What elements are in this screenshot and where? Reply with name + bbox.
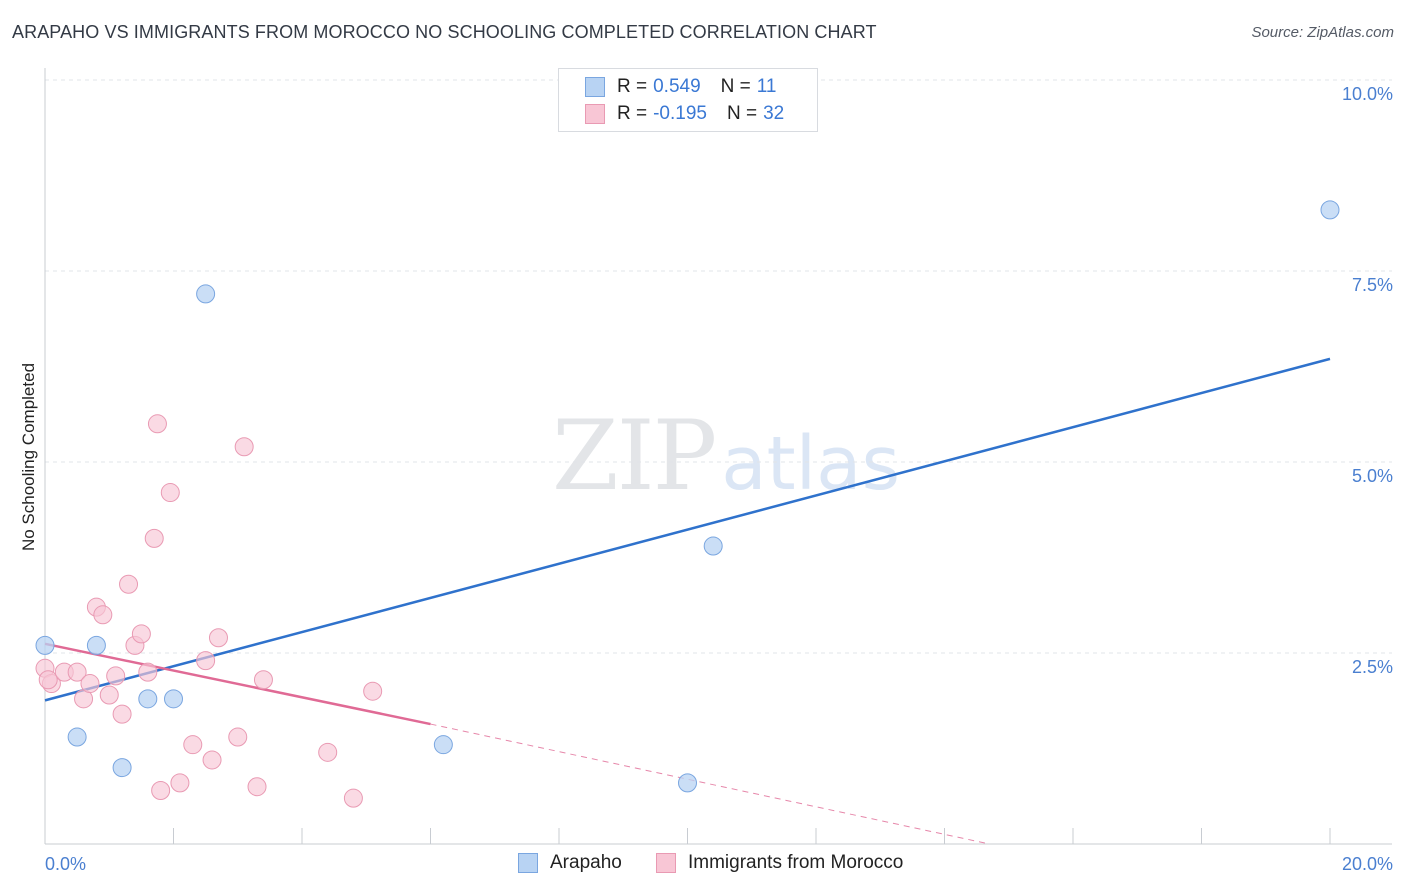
n-value: 32: [763, 103, 785, 124]
morocco-point: [202, 750, 222, 770]
morocco-point: [196, 651, 216, 671]
morocco-point: [112, 704, 132, 724]
morocco-point: [67, 662, 87, 682]
n-label: N =: [726, 103, 758, 124]
morocco-point: [147, 414, 167, 434]
morocco-point: [183, 735, 203, 755]
morocco-point: [170, 773, 190, 793]
morocco-swatch: [585, 104, 605, 124]
y-tick-label: 7.5%: [1352, 275, 1393, 295]
r-label: R =: [617, 103, 648, 124]
legend-row-morocco: R = -0.195 N = 32: [585, 102, 784, 126]
n-label: N =: [720, 76, 751, 97]
morocco-point: [318, 742, 338, 762]
legend-label-morocco: Immigrants from Morocco: [688, 852, 904, 873]
arapaho-point: [1320, 200, 1340, 220]
morocco-point: [131, 624, 151, 644]
x-tick-label: 0.0%: [45, 854, 86, 874]
series-legend: Arapaho Immigrants from Morocco: [0, 852, 1406, 878]
correlation-legend: R = 0.549 N = 11 R = -0.195 N = 32: [558, 68, 818, 132]
arapaho-point: [433, 735, 453, 755]
axis-labels: 2.5% 5.0% 7.5% 10.0% 0.0% 20.0% No Schooling C…: [19, 84, 1393, 874]
chart-title: ARAPAHO VS IMMIGRANTS FROM MOROCCO NO SC…: [12, 22, 877, 42]
watermark-atlas: atlas: [721, 421, 901, 507]
y-tick-label: 10.0%: [1342, 84, 1393, 104]
r-value: 0.549: [653, 76, 701, 97]
source-label: Source: ZipAtlas.com: [1251, 24, 1394, 41]
morocco-point: [343, 788, 363, 808]
morocco-swatch: [656, 853, 676, 873]
arapaho-point: [112, 758, 132, 778]
morocco-point: [228, 727, 248, 747]
data-points: [35, 200, 1340, 808]
grid-lines: [45, 79, 1392, 654]
legend-item-arapaho[interactable]: Arapaho: [518, 852, 622, 874]
arapaho-point: [138, 689, 158, 709]
arapaho-swatch: [518, 853, 538, 873]
morocco-trend-line: [44, 642, 431, 726]
morocco-point: [234, 437, 254, 457]
morocco-point: [80, 674, 100, 694]
arapaho-point: [703, 536, 723, 556]
y-axis-label: No Schooling Completed: [19, 363, 38, 551]
morocco-point: [144, 528, 164, 548]
morocco-point: [160, 483, 180, 503]
morocco-point: [253, 670, 273, 690]
morocco-point: [93, 605, 113, 625]
legend-item-morocco[interactable]: Immigrants from Morocco: [656, 852, 903, 874]
y-tick-label: 2.5%: [1352, 657, 1393, 677]
watermark-zip: ZIP: [552, 400, 717, 512]
morocco-trend-extension: [430, 723, 990, 845]
morocco-point: [106, 666, 126, 686]
morocco-point: [208, 628, 228, 648]
r-label: R =: [617, 76, 648, 97]
arapaho-point: [67, 727, 87, 747]
morocco-point: [151, 781, 171, 801]
legend-row-arapaho: R = 0.549 N = 11: [585, 75, 777, 99]
arapaho-trend-line: [44, 357, 1331, 702]
morocco-point: [99, 685, 119, 705]
morocco-point: [363, 681, 383, 701]
morocco-point: [38, 670, 58, 690]
arapaho-point: [164, 689, 183, 709]
arapaho-point: [678, 773, 697, 793]
morocco-point: [119, 574, 139, 594]
axes: [44, 68, 1392, 845]
trend-lines: [44, 357, 1331, 845]
arapaho-swatch: [585, 77, 605, 97]
n-value: 11: [756, 76, 777, 97]
arapaho-point: [35, 635, 55, 655]
y-tick-label: 5.0%: [1352, 466, 1393, 486]
arapaho-point: [86, 635, 106, 655]
r-value: -0.195: [653, 103, 707, 124]
x-tick-label: 20.0%: [1342, 854, 1393, 874]
morocco-point: [247, 777, 267, 797]
watermark: ZIPatlas: [552, 400, 900, 512]
arapaho-point: [196, 284, 216, 304]
legend-label-arapaho: Arapaho: [550, 852, 622, 873]
morocco-point: [138, 662, 158, 682]
